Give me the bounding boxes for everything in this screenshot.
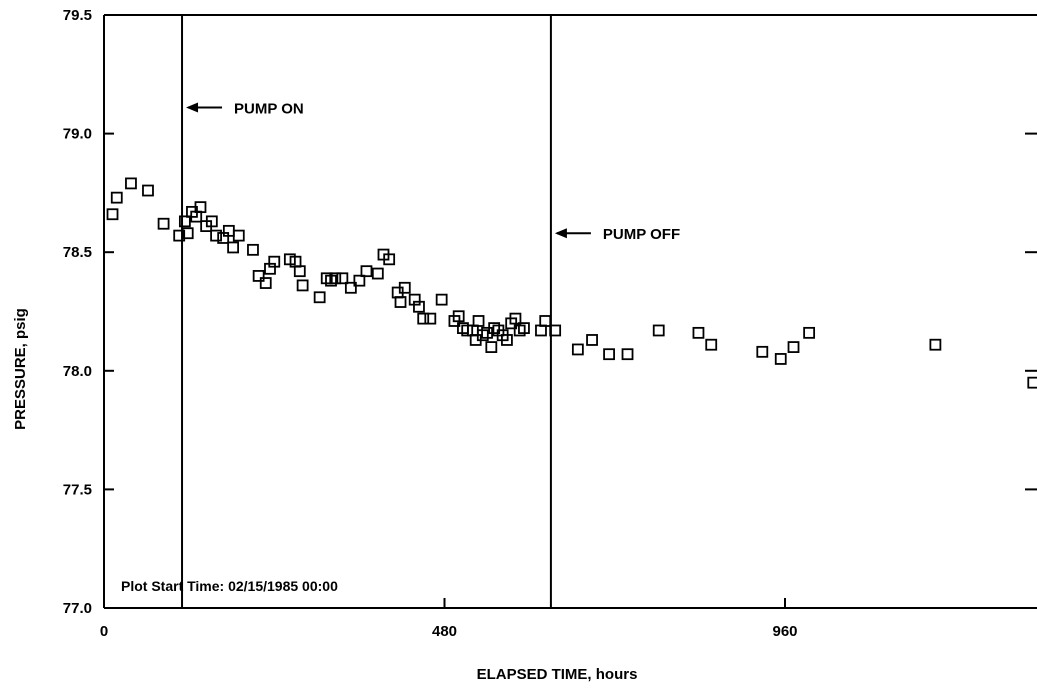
data-point [692,326,705,339]
data-point [125,177,137,190]
annotation-label: PUMP ON [234,101,304,118]
data-point [181,227,194,240]
data-point [413,300,425,313]
y-tick-label: 78.5 [63,244,92,261]
data-point [344,281,357,294]
data-point [549,324,562,337]
y-axis-title: PRESSURE, psig [12,308,29,430]
data-point [329,272,342,285]
data-point [586,334,598,346]
data-point [110,191,123,204]
data-point [336,272,349,285]
data-point [803,326,816,339]
data-point [705,338,718,351]
x-tick-label: 480 [432,623,457,640]
data-point [173,229,186,242]
x-tick-label: 0 [100,623,108,640]
data-point [417,312,430,325]
data-point [756,345,769,358]
data-point [518,322,530,335]
plot-start-time-note: Plot Start Time: 02/15/1985 00:00 [121,578,338,594]
annotation-arrowhead [554,228,567,239]
data-point [106,208,119,221]
x-axis-title: ELAPSED TIME, hours [477,666,638,683]
data-point [485,341,498,353]
data-point [157,217,170,230]
data-point [178,215,191,228]
y-tick-label: 79.5 [63,7,92,24]
data-point [394,296,407,308]
data-point [435,293,448,306]
y-tick-label: 79.0 [63,126,92,143]
data-point [535,324,547,337]
data-point [247,243,259,256]
data-point [142,184,154,197]
data-point [293,265,306,278]
data-point [210,229,222,242]
data-point [929,338,942,351]
data-point [787,341,800,353]
y-tick-label: 77.0 [63,600,92,617]
data-point [313,291,326,304]
data-point [268,255,281,268]
data-point [472,315,485,327]
data-point [501,334,513,346]
annotation-arrowhead [186,102,199,113]
data-point [371,267,384,280]
data-point [259,277,272,289]
data-point [652,324,665,337]
y-tick-label: 77.5 [63,481,92,498]
data-point [232,229,245,242]
annotation-label: PUMP OFF [603,226,680,243]
data-point [194,201,207,214]
y-tick-label: 78.0 [63,363,92,380]
data-point [452,310,465,323]
data-point [571,343,584,356]
data-point [1027,376,1037,389]
data-point [774,353,787,365]
data-point [603,348,615,361]
data-point [227,241,240,254]
data-point [360,265,373,278]
data-point [539,315,552,327]
data-point [353,274,366,287]
x-tick-label: 960 [772,623,797,640]
data-point [383,253,396,266]
data-point [205,215,218,228]
data-point [621,348,634,361]
data-point [509,312,522,325]
data-point [398,281,411,294]
data-point [424,312,437,325]
data-point [296,279,309,292]
data-point [252,270,265,282]
